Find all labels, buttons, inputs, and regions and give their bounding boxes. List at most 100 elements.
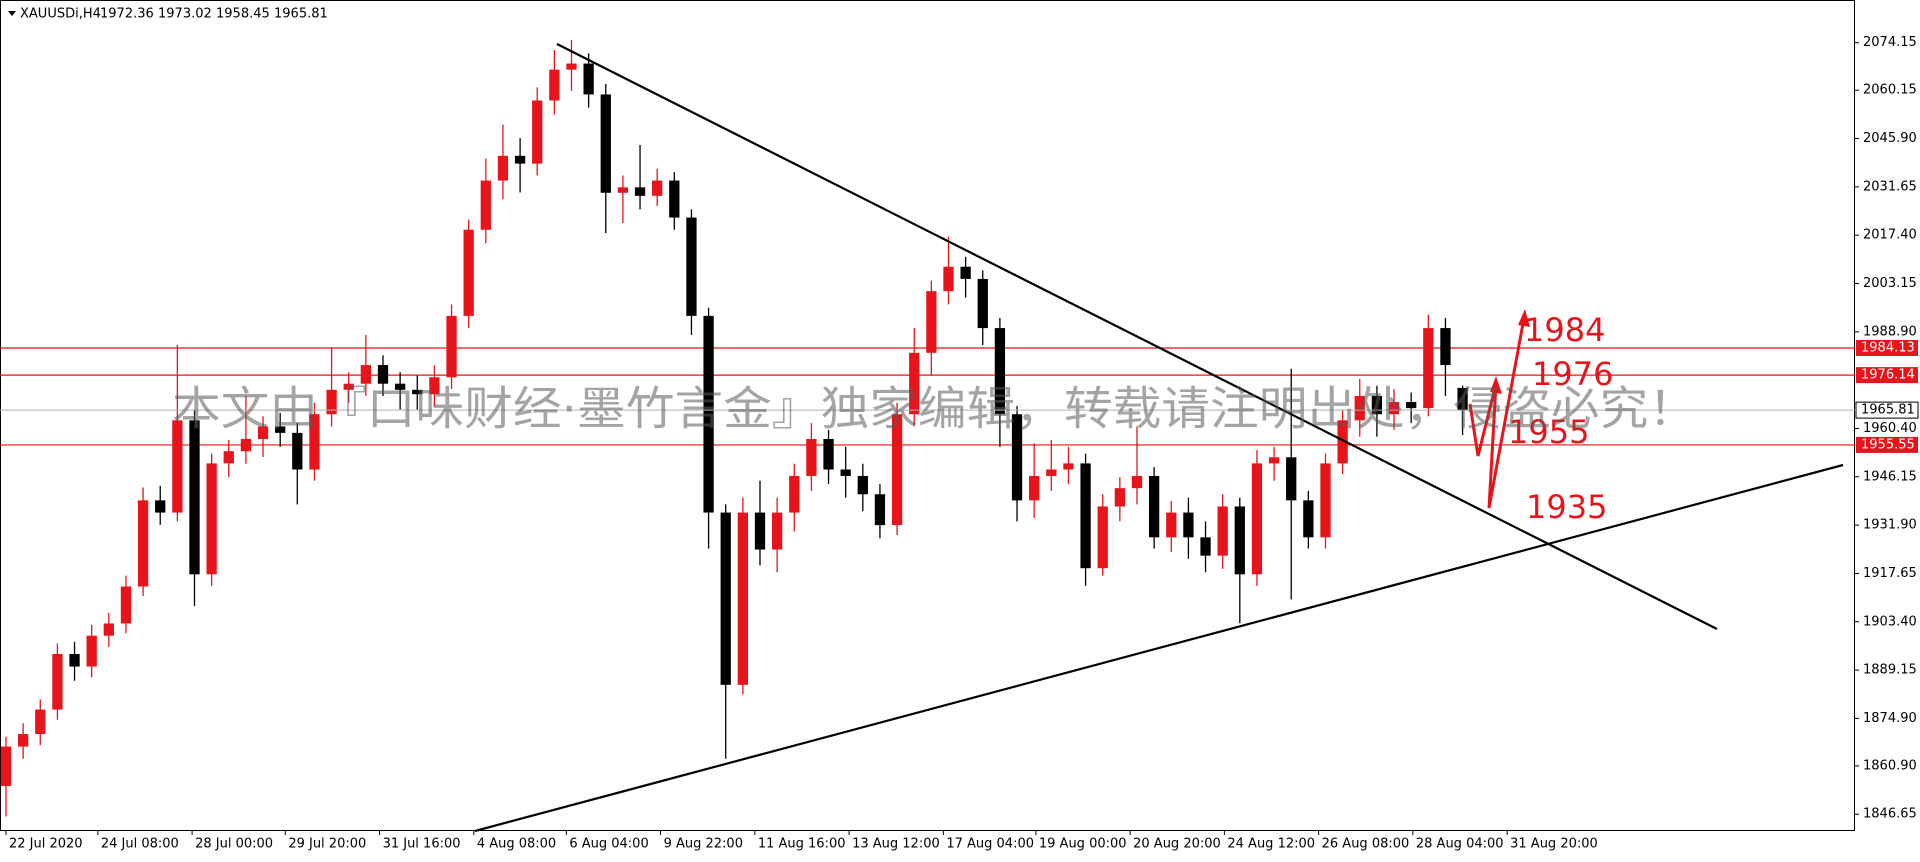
candle-body <box>703 315 714 513</box>
header-low: 1958.45 <box>216 7 270 22</box>
x-tick-label: 28 Jul 00:00 <box>195 837 273 852</box>
candle-body <box>1097 506 1108 569</box>
candle-body <box>909 352 920 415</box>
y-tick-label: 2031.65 <box>1863 179 1917 194</box>
candle-body <box>429 377 440 395</box>
watermark: 本文由『口味财经·墨竹言金』独家编辑，转载请注明出处，侵盗必究！ <box>172 382 1697 436</box>
candle-body <box>103 623 114 636</box>
y-tick-label: 1903.40 <box>1863 614 1917 629</box>
x-tick-label: 28 Aug 04:00 <box>1416 837 1504 852</box>
menu-icon[interactable] <box>8 11 16 16</box>
y-tick-label: 1846.65 <box>1863 807 1917 822</box>
candle-body <box>1114 488 1125 507</box>
x-tick-label: 4 Aug 08:00 <box>477 837 556 852</box>
candle-body <box>1371 395 1383 415</box>
annotation: 1984 <box>1524 311 1605 349</box>
x-tick-label: 17 Aug 04:00 <box>946 837 1034 852</box>
candle-body <box>189 420 200 575</box>
candle-body <box>52 653 63 710</box>
candle-body <box>1148 475 1160 538</box>
trend-line <box>556 43 1718 630</box>
candle-body <box>1440 328 1451 366</box>
candle-body <box>155 500 166 513</box>
candle-body <box>1406 402 1417 409</box>
plot: 2074.15 2060.15 2045.90 2031.65 2017.40 2003.… <box>0 35 1919 852</box>
candle-body <box>806 438 817 476</box>
candle-body <box>1268 457 1280 464</box>
candle-body <box>1423 328 1434 409</box>
candle-body <box>463 229 474 316</box>
annotation: 1955 <box>1508 413 1589 451</box>
candle-body <box>532 100 543 164</box>
candle-body <box>0 746 12 786</box>
y-tick-label: 2003.15 <box>1863 276 1917 291</box>
candle-body <box>669 180 680 218</box>
y-tick-label: 1988.90 <box>1863 324 1917 339</box>
plot-frame <box>0 0 1855 831</box>
candle-body <box>326 389 337 415</box>
level-label: 1984.13 <box>1861 340 1915 355</box>
candle-body <box>309 414 320 470</box>
candle-body <box>1286 457 1297 501</box>
candle-body <box>960 266 971 279</box>
candle-body <box>69 653 80 667</box>
header-open: 1972.36 <box>100 7 154 22</box>
forecast-arrow <box>1468 383 1498 457</box>
candle-body <box>1234 506 1245 575</box>
candle-body <box>1011 414 1023 501</box>
candle-body <box>1200 537 1211 556</box>
candle-body <box>1457 387 1468 411</box>
header-high: 1973.02 <box>158 7 212 22</box>
candle-body <box>840 469 851 476</box>
candle-body <box>446 315 457 378</box>
candle-body <box>1131 475 1143 489</box>
y-tick-label: 2045.90 <box>1863 131 1917 146</box>
x-tick-label: 11 Aug 16:00 <box>758 837 846 852</box>
x-tick-label: 31 Jul 16:00 <box>383 837 461 852</box>
level-box <box>1856 436 1918 453</box>
candle-body <box>86 635 97 667</box>
y-tick-label: 2060.15 <box>1863 83 1917 98</box>
candle-body <box>1303 500 1314 538</box>
candle-body <box>292 432 303 470</box>
level-label: 1976.14 <box>1861 368 1915 383</box>
candle-body <box>412 389 423 395</box>
candle-body <box>240 438 252 452</box>
level-box <box>1856 367 1918 384</box>
forecast-arrow <box>1487 317 1526 509</box>
candle-body <box>583 63 594 95</box>
annotation: 1935 <box>1526 488 1607 526</box>
x-tick-label: 24 Aug 12:00 <box>1227 837 1315 852</box>
candle-body <box>994 328 1006 415</box>
candle-body <box>874 494 886 526</box>
candle-body <box>771 512 783 550</box>
y-tick-label: 1860.90 <box>1863 758 1917 773</box>
candle-body <box>600 94 611 193</box>
y-tick-label: 2074.15 <box>1863 35 1917 50</box>
candle-body <box>891 414 903 526</box>
candle-body <box>360 365 371 384</box>
x-tick-label: 6 Aug 04:00 <box>569 837 648 852</box>
candle-body <box>275 426 286 433</box>
x-tick-label: 26 Aug 08:00 <box>1322 837 1410 852</box>
x-tick-label: 24 Jul 08:00 <box>101 837 179 852</box>
candle-body <box>926 291 937 353</box>
y-tick-label: 1917.65 <box>1863 566 1917 581</box>
candle-body <box>977 278 988 329</box>
level-box <box>1856 339 1918 356</box>
y-tick-label: 1931.90 <box>1863 518 1917 533</box>
x-tick-label: 9 Aug 22:00 <box>664 837 743 852</box>
candle-body <box>566 63 577 70</box>
candle-body <box>1166 512 1177 538</box>
candle-body <box>823 438 834 470</box>
trend-line <box>474 463 1844 833</box>
candle-body <box>394 383 406 390</box>
candle-body <box>1217 506 1228 556</box>
candle-body <box>17 734 29 747</box>
candle-body <box>172 420 183 513</box>
current-price-box <box>1855 401 1919 419</box>
candle-body <box>1080 463 1091 569</box>
candle-body <box>137 500 149 587</box>
